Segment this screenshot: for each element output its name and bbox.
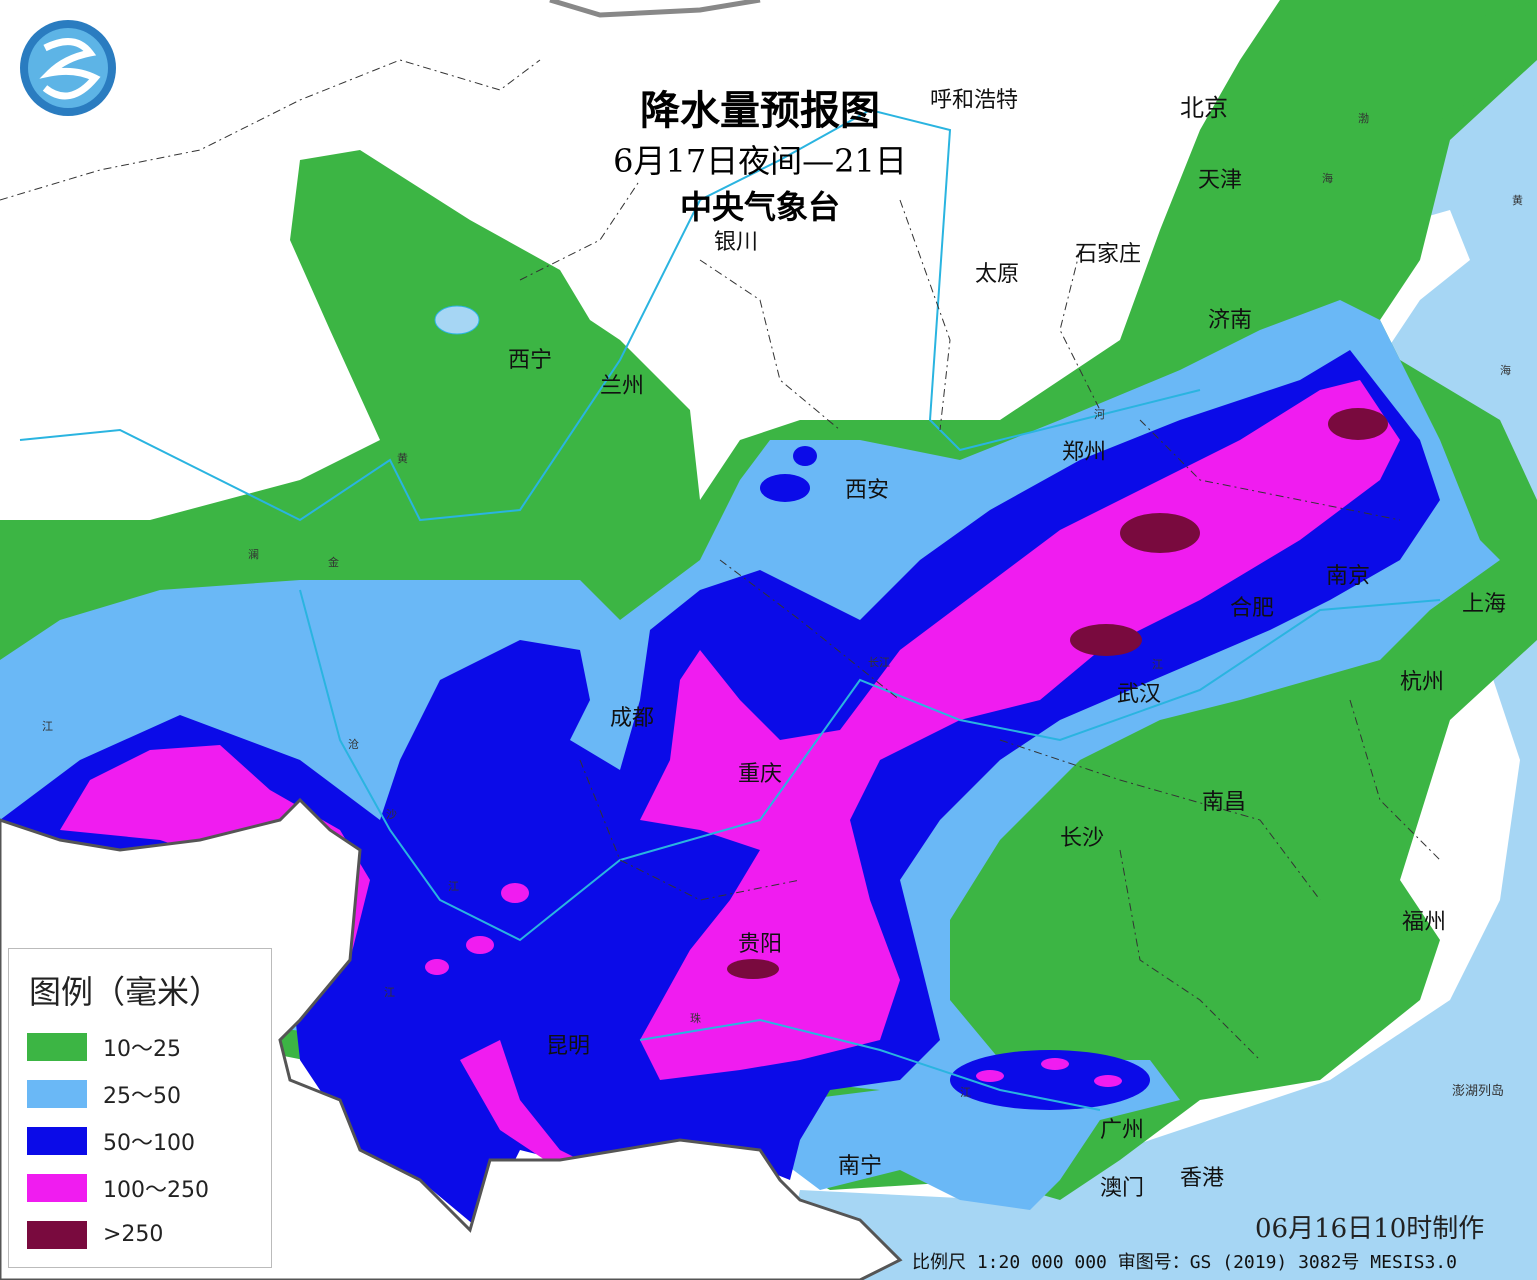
sea-label: 海	[1500, 364, 1511, 377]
city-label: 杭州	[1400, 670, 1445, 695]
city-label: 西安	[845, 478, 890, 503]
legend-label: 100～250	[103, 1177, 209, 1203]
city-label: 重庆	[738, 762, 783, 787]
city-label: 郑州	[1062, 440, 1107, 465]
city-label: 北京	[1180, 94, 1228, 122]
river-label: 长江	[868, 656, 890, 669]
rain-100-250	[60, 380, 1400, 1080]
city-label: 银川	[714, 230, 759, 255]
city-label: 南宁	[838, 1154, 883, 1179]
river-label: 黄	[397, 452, 408, 465]
rain-over-250	[1120, 513, 1200, 553]
legend-label: 10～25	[103, 1036, 181, 1062]
city-label: 合肥	[1230, 596, 1275, 621]
city-label: 福州	[1402, 910, 1447, 935]
city-label: 天津	[1198, 168, 1243, 193]
legend-swatch	[27, 1220, 87, 1249]
legend: 图例（毫米） 10～25 25～50 50～100 100～250 >250	[8, 948, 272, 1268]
city-label: 太原	[975, 262, 1020, 287]
city-label: 武汉	[1117, 682, 1162, 707]
city-label: 澳门	[1100, 1176, 1145, 1201]
city-label: 呼和浩特	[930, 88, 1019, 113]
legend-title: 图例（毫米）	[29, 973, 222, 1011]
sea-label: 渤	[1358, 112, 1369, 125]
title-period: 6月17日夜间—21日	[613, 142, 907, 180]
city-label: 贵阳	[738, 932, 783, 957]
city-label: 西宁	[508, 348, 553, 373]
title-issuer: 中央气象台	[679, 188, 840, 226]
river-label: 沙	[386, 808, 397, 821]
river-label: 珠	[690, 1012, 701, 1025]
city-label: 石家庄	[1075, 242, 1142, 267]
city-label: 成都	[610, 706, 655, 731]
city-label: 南昌	[1202, 790, 1247, 815]
island-label: 澎湖列岛	[1452, 1084, 1505, 1099]
scale-and-approval: 比例尺 1:20 000 000 审图号：GS (2019) 3082号 MES…	[912, 1252, 1457, 1273]
river-label: 金	[328, 556, 339, 569]
sea-label: 黄	[1512, 194, 1523, 207]
legend-label: 25～50	[103, 1083, 181, 1109]
city-label: 香港	[1180, 1166, 1225, 1191]
title-main: 降水量预报图	[640, 87, 880, 134]
city-label: 广州	[1100, 1118, 1145, 1143]
river-label: 江	[960, 1086, 971, 1099]
legend-item: 100～250	[9, 1164, 271, 1211]
river-label: 沧	[348, 738, 359, 751]
legend-label: 50～100	[103, 1130, 195, 1156]
river-label: 江	[384, 986, 395, 999]
legend-swatch	[27, 1126, 87, 1155]
legend-item: 25～50	[9, 1070, 271, 1117]
legend-swatch	[27, 1173, 87, 1202]
legend-item: 50～100	[9, 1117, 271, 1164]
legend-swatch	[27, 1079, 87, 1108]
city-label: 兰州	[600, 374, 645, 399]
legend-label: >250	[103, 1222, 164, 1247]
sea-label: 海	[1322, 172, 1333, 185]
legend-swatch	[27, 1032, 87, 1061]
city-label: 南京	[1326, 564, 1371, 589]
city-label: 昆明	[546, 1034, 591, 1059]
cma-logo-icon	[15, 18, 121, 118]
river-label: 江	[42, 720, 53, 733]
map-title: 降水量预报图 6月17日夜间—21日 中央气象台	[600, 78, 920, 228]
city-label: 上海	[1462, 592, 1507, 617]
production-time: 06月16日10时制作	[1255, 1214, 1485, 1244]
river-label: 河	[1094, 408, 1105, 421]
legend-item: >250	[9, 1211, 271, 1258]
river-label: 江	[1152, 658, 1163, 671]
legend-item: 10～25	[9, 1023, 271, 1070]
city-label: 济南	[1208, 308, 1253, 333]
river-label: 江	[448, 880, 459, 893]
river-label: 澜	[248, 548, 259, 561]
city-label: 长沙	[1060, 826, 1105, 851]
